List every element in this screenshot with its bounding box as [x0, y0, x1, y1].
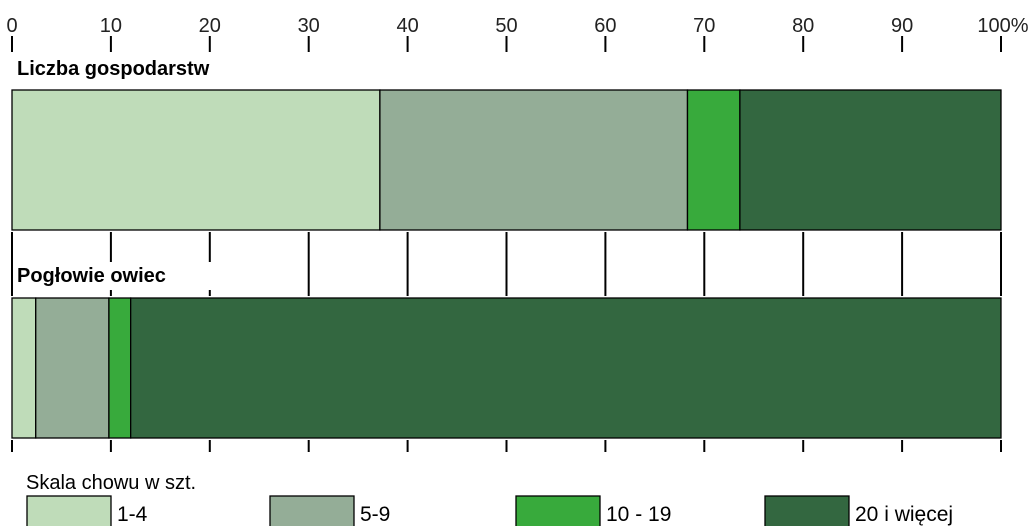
- bar-segment: [11, 89, 381, 231]
- x-tick-label: 60: [594, 15, 616, 37]
- grid-lines: [11, 232, 1002, 452]
- bars: [11, 89, 1002, 439]
- legend-label: 20 i więcej: [855, 503, 953, 526]
- x-tick-label: 100%: [977, 15, 1028, 37]
- label-backdrop: [13, 262, 213, 290]
- legend-swatch: [26, 495, 112, 526]
- legend-swatch: [515, 495, 601, 526]
- legend-swatch: [269, 495, 355, 526]
- x-axis-ticks: 0 10 20 30 40 50 60 70 80 90 100%: [6, 15, 1029, 52]
- bar-segment: [379, 89, 689, 231]
- x-tick-label: 40: [396, 15, 418, 37]
- category-label: Liczba gospodarstw: [17, 58, 210, 80]
- x-tick-label: 20: [199, 15, 221, 37]
- bar-segment: [739, 89, 1002, 231]
- bar-segment: [35, 297, 110, 439]
- x-tick-label: 90: [891, 15, 913, 37]
- legend-title: Skala chowu w szt.: [26, 472, 196, 494]
- legend-label: 5-9: [360, 503, 390, 526]
- legend-label: 1-4: [117, 503, 148, 526]
- x-tick-label: 30: [298, 15, 320, 37]
- x-tick-label: 70: [693, 15, 715, 37]
- category-label: Pogłowie owiec: [17, 265, 166, 287]
- bar-segment: [11, 297, 37, 439]
- legend: Skala chowu w szt. 1-4 5-9 10 - 19 20 i wię…: [26, 472, 953, 526]
- x-tick-label: 0: [6, 15, 17, 37]
- x-tick-label: 50: [495, 15, 517, 37]
- bar-labels: Liczba gospodarstw Pogłowie owiec: [17, 58, 210, 287]
- bar-segment: [686, 89, 741, 231]
- legend-label: 10 - 19: [606, 503, 671, 526]
- x-tick-label: 80: [792, 15, 814, 37]
- bar-segment: [130, 297, 1002, 439]
- x-tick-label: 10: [100, 15, 122, 37]
- bar-segment: [108, 297, 132, 439]
- legend-swatch: [764, 495, 850, 526]
